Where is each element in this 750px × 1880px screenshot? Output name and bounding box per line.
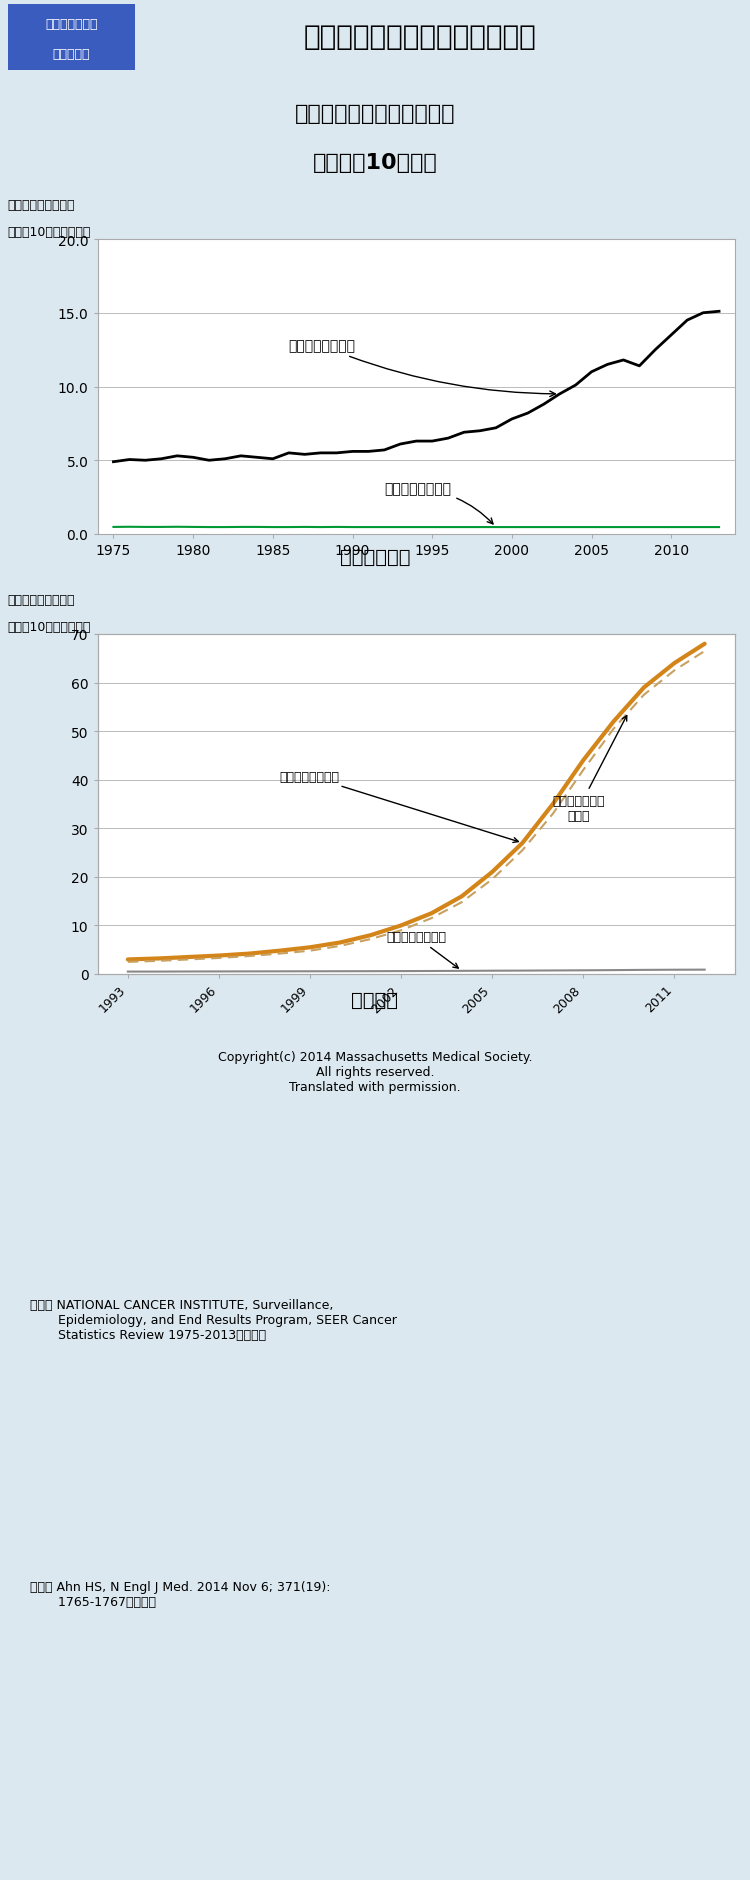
Text: 甲状腺がんの罹患率：海外の例: 甲状腺がんの罹患率：海外の例 [304,23,536,51]
Text: 甲状腺がん罹患率: 甲状腺がん罹患率 [280,771,518,842]
Text: 基礎的情報: 基礎的情報 [53,47,90,60]
Text: （人口10万人あたり）: （人口10万人あたり） [8,620,91,634]
Text: 甲状腺に関する: 甲状腺に関する [45,17,98,30]
Text: 世界各国の罹患率と死亡率: 世界各国の罹患率と死亡率 [295,103,455,124]
Text: ＊１： NATIONAL CANCER INSTITUTE, Surveillance,
       Epidemiology, and End Result: ＊１： NATIONAL CANCER INSTITUTE, Surveilla… [30,1299,397,1340]
Text: 甲状腺がん死亡率: 甲状腺がん死亡率 [386,931,458,968]
Text: Copyright(c) 2014 Massachusetts Medical Society.
All rights reserved.
Translated: Copyright(c) 2014 Massachusetts Medical … [217,1051,532,1092]
Text: （罹患率・死亡率）: （罹患率・死亡率） [8,199,75,212]
Text: （人口10万人あたり）: （人口10万人あたり） [8,226,91,239]
Text: ＊２： Ahn HS, N Engl J Med. 2014 Nov 6; 371(19):
       1765-1767より作成: ＊２： Ahn HS, N Engl J Med. 2014 Nov 6; 37… [30,1581,331,1609]
Text: （対人口10万人）: （対人口10万人） [313,152,437,173]
Text: 甲状腺がん死亡率: 甲状腺がん死亡率 [384,483,493,525]
Text: 甲状腺がん罹患率: 甲状腺がん罹患率 [289,340,555,397]
Text: （罹患率・死亡率）: （罹患率・死亡率） [8,594,75,607]
FancyBboxPatch shape [8,6,135,71]
Text: 甲状腺乳頭がん
罹患率: 甲状腺乳頭がん 罹患率 [553,716,627,822]
Text: アメリカ＊１: アメリカ＊１ [340,547,410,566]
Text: 韓国＊２: 韓国＊２ [352,991,398,1010]
